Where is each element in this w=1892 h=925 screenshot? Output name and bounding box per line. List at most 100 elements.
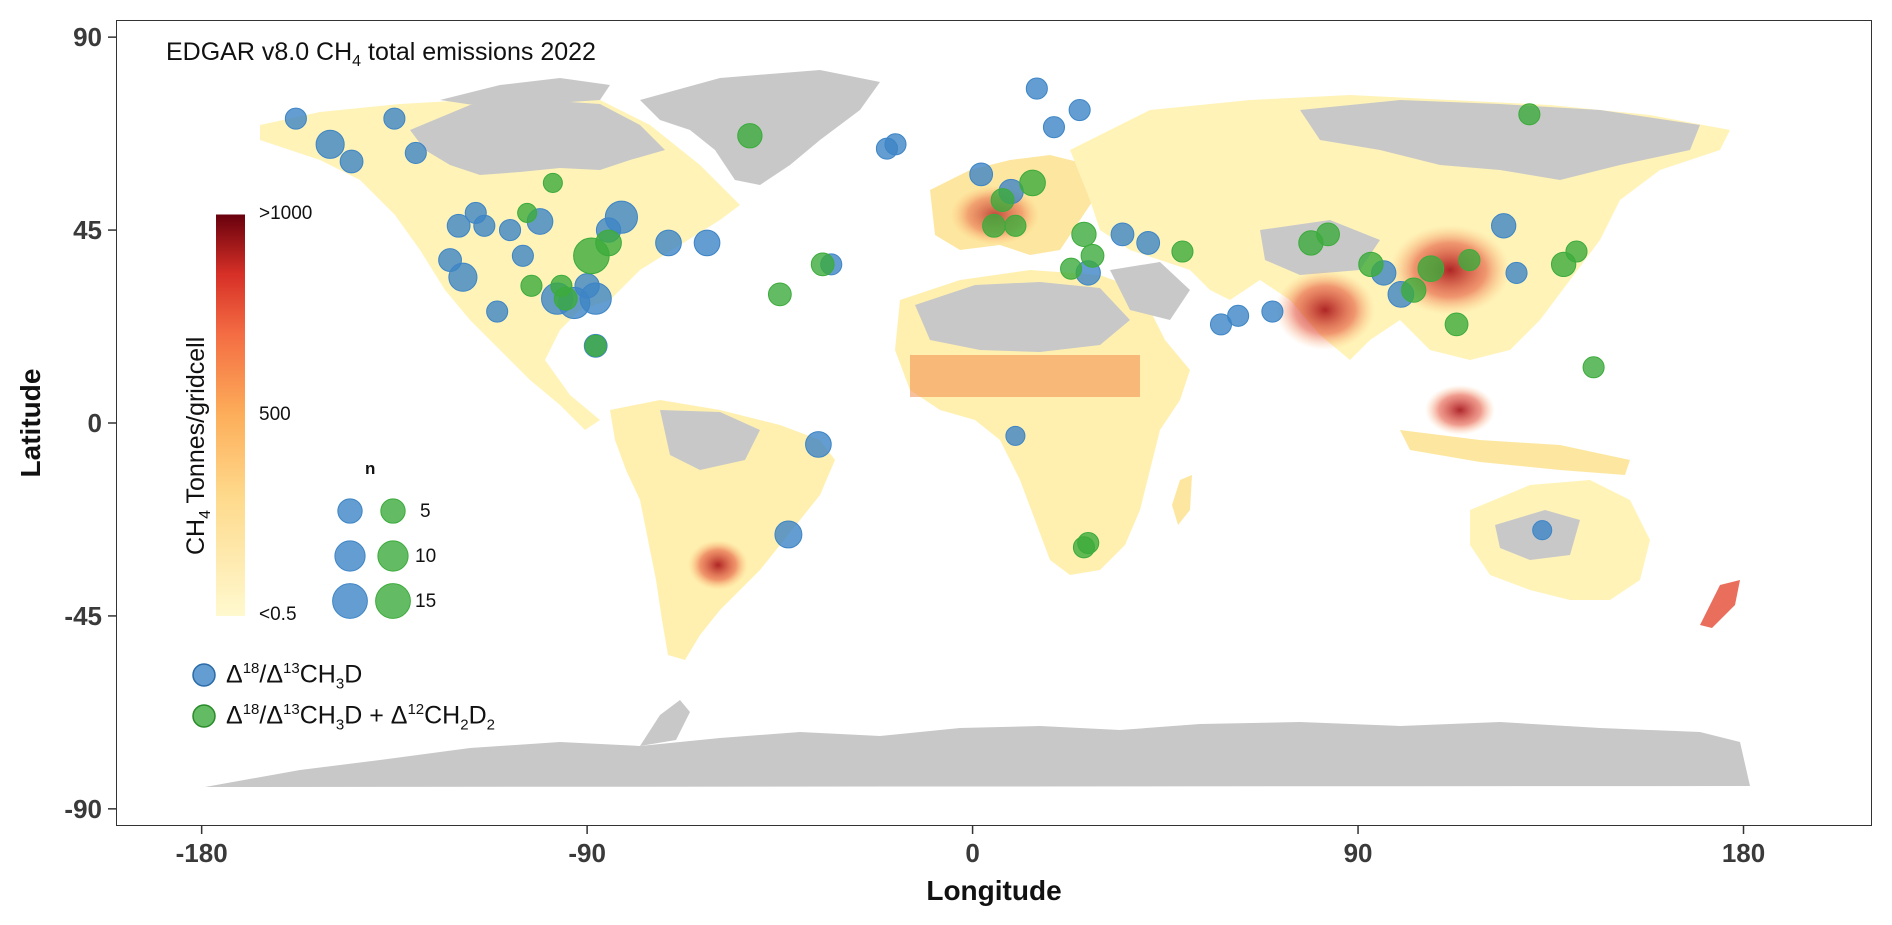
y-tick-label: 0: [88, 408, 102, 438]
size-legend-circle-b-5: [380, 498, 406, 524]
y-axis-ticks: 90 45 0 -45 -90: [64, 22, 116, 824]
y-tick-label: 90: [73, 22, 102, 52]
site-marker-group-a: [448, 262, 478, 292]
site-marker-group-b: [1444, 312, 1469, 337]
size-legend-title: n: [365, 459, 376, 478]
y-tick-label: -45: [64, 601, 102, 631]
y-axis-title: Latitude: [15, 369, 46, 478]
site-marker-group-b: [737, 123, 763, 149]
new-zealand-land: [1700, 580, 1740, 628]
indonesia-land: [1400, 430, 1630, 475]
site-marker-group-a: [574, 273, 600, 299]
greenland-land: [640, 70, 880, 185]
site-marker-group-b: [810, 252, 835, 277]
y-tick-label: 45: [73, 215, 102, 245]
colorbar-label-min: <0.5: [259, 604, 297, 625]
site-marker-group-a: [1110, 222, 1135, 247]
site-marker-group-b: [1004, 214, 1027, 237]
siberia-gray: [1300, 100, 1700, 180]
north-america-land: [260, 96, 740, 430]
legend-group-b-key: [192, 704, 216, 728]
site-marker-group-a: [498, 219, 522, 242]
size-legend-label-5: 5: [420, 501, 431, 522]
site-marker-group-a: [1136, 231, 1161, 255]
pampas-hotspot: [688, 540, 748, 590]
site-marker-group-a: [969, 162, 994, 187]
map-title: EDGAR v8.0 CH4 total emissions 2022: [166, 38, 596, 71]
size-legend-circle-b-10: [377, 540, 409, 572]
site-marker-group-a: [1532, 520, 1553, 541]
legend-group-a-label: Δ18/Δ13CH3D: [226, 660, 363, 693]
legend-group-a-key: [192, 663, 216, 687]
x-tick-label: 180: [1722, 838, 1765, 868]
colorbar-title: CH4 Tonnes/gridcell: [182, 337, 215, 555]
site-marker-group-a: [655, 229, 682, 257]
x-axis-ticks: -180 -90 0 90 180: [176, 826, 1765, 868]
antarctica-land: [205, 722, 1750, 787]
site-marker-group-a: [511, 244, 534, 267]
map-title-prefix: EDGAR v8.0 CH: [166, 38, 353, 66]
site-marker-group-a: [446, 213, 471, 238]
madagascar-land: [1172, 475, 1192, 525]
antarctic-peninsula: [640, 700, 690, 746]
site-marker-group-a: [774, 520, 803, 549]
site-marker-group-a: [1068, 98, 1091, 122]
site-marker-group-b: [1072, 536, 1095, 559]
site-marker-group-a: [339, 149, 364, 174]
size-legend-circle-a-10: [334, 540, 366, 572]
site-marker-group-b: [517, 202, 538, 223]
colorbar-label-max: >1000: [259, 203, 313, 224]
size-legend-circle-a-15: [332, 583, 368, 619]
site-marker-group-b: [1316, 222, 1340, 247]
sahara-gray: [915, 282, 1130, 352]
south-america-land: [610, 400, 835, 660]
canada-gray: [410, 100, 665, 175]
site-marker-group-b: [1565, 240, 1588, 263]
colorbar-title-sub: 4: [197, 509, 214, 519]
map-title-suffix: total emissions 2022: [361, 38, 596, 66]
india-hotspot: [1275, 270, 1375, 350]
site-marker-group-a: [805, 431, 832, 458]
size-legend-label-15: 15: [415, 591, 437, 612]
sahel-band: [910, 355, 1140, 397]
size-legend-label-10: 10: [415, 546, 437, 567]
site-marker-group-b: [982, 213, 1006, 238]
x-tick-label: 0: [965, 838, 979, 868]
site-marker-group-b: [520, 274, 543, 297]
site-marker-group-b: [550, 274, 573, 297]
site-marker-group-a: [1025, 77, 1048, 100]
site-marker-group-b: [1060, 257, 1083, 280]
site-marker-group-a: [1227, 304, 1250, 327]
arctic-islands-gray: [440, 78, 610, 106]
site-marker-group-b: [1071, 221, 1097, 248]
site-marker-group-b: [1401, 277, 1427, 303]
site-marker-group-b: [990, 188, 1015, 212]
site-marker-group-b: [584, 334, 607, 357]
x-tick-label: -90: [568, 838, 606, 868]
site-marker-group-a: [473, 214, 496, 237]
site-marker-group-a: [315, 129, 345, 159]
amazon-gray: [660, 410, 760, 470]
site-marker-group-b: [1019, 169, 1046, 197]
site-marker-group-b: [1417, 255, 1445, 282]
size-legend-circle-b-15: [375, 583, 411, 619]
site-marker-group-b: [1582, 356, 1605, 379]
site-marker-group-a: [1505, 261, 1528, 284]
y-tick-label: -90: [64, 794, 102, 824]
site-marker-group-b: [542, 172, 563, 193]
site-marker-group-b: [1358, 251, 1384, 278]
site-marker-group-a: [284, 107, 307, 130]
size-legend: [332, 498, 411, 619]
site-marker-group-b: [1518, 103, 1541, 126]
map-title-sub: 4: [352, 53, 362, 70]
site-marker-group-b: [1171, 240, 1194, 263]
site-markers: [284, 77, 1605, 559]
x-axis-title: Longitude: [926, 875, 1061, 906]
arabia-gray: [1110, 262, 1190, 320]
site-marker-group-a: [1491, 213, 1517, 239]
site-marker-group-a: [693, 229, 721, 257]
size-legend-circle-a-5: [337, 498, 363, 524]
colorbar-title-prefix: CH: [182, 518, 210, 555]
site-marker-group-b: [1458, 249, 1481, 272]
